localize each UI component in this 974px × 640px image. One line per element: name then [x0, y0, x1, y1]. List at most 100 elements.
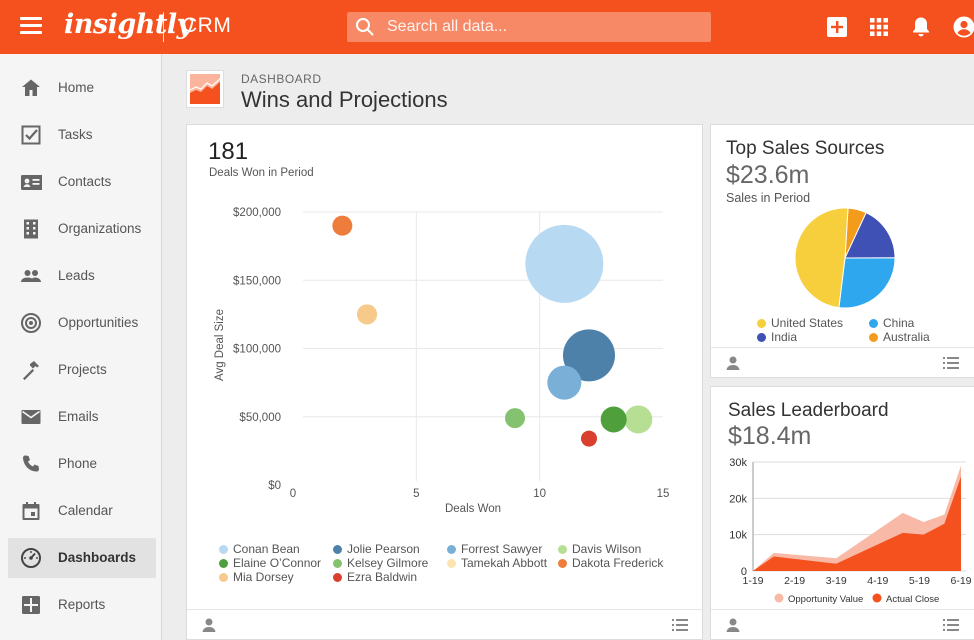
y-tick-label: 30k — [729, 457, 747, 469]
legend-swatch — [757, 333, 766, 342]
legend-item[interactable]: Kelsey Gilmore — [333, 556, 428, 570]
legend-swatch — [333, 559, 342, 568]
y-tick-label: 20k — [729, 493, 747, 505]
card-footer — [187, 609, 702, 639]
legend-item[interactable]: Mia Dorsey — [219, 570, 294, 584]
target-icon — [21, 313, 41, 333]
y-tick-label: $200,000 — [233, 207, 281, 219]
sidebar: Home Tasks Contacts Organizations Leads … — [0, 54, 162, 640]
sidebar-item-label: Dashboards — [58, 550, 137, 565]
legend-item[interactable]: Forrest Sawyer — [447, 542, 542, 556]
legend-swatch — [333, 545, 342, 554]
legend-swatch — [869, 319, 878, 328]
x-tick-label: 1-19 — [742, 575, 763, 587]
list-view-icon[interactable] — [943, 619, 959, 631]
x-tick-label: 5-19 — [909, 575, 930, 587]
legend-label: Elaine O’Connor — [233, 556, 322, 570]
sidebar-item-organizations[interactable]: Organizations — [8, 209, 156, 249]
sidebar-item-dashboards[interactable]: Dashboards — [8, 538, 156, 578]
y-tick-label: 0 — [741, 566, 747, 578]
legend-label: Kelsey Gilmore — [347, 556, 429, 570]
user-icon[interactable] — [201, 617, 217, 633]
legend-item[interactable]: China — [869, 316, 914, 330]
sales-label: Sales in Period — [726, 191, 811, 205]
x-tick-label: 5 — [413, 488, 419, 500]
search-input[interactable] — [387, 12, 697, 42]
legend-swatch — [757, 319, 766, 328]
hamburger-menu-icon[interactable] — [20, 17, 42, 35]
list-view-icon[interactable] — [943, 357, 959, 369]
bubble — [332, 215, 353, 236]
legend-item[interactable]: India — [757, 330, 797, 344]
sidebar-item-calendar[interactable]: Calendar — [8, 491, 156, 531]
legend-label: Actual Close — [886, 594, 939, 605]
legend-swatch — [872, 593, 882, 603]
sidebar-item-opportunities[interactable]: Opportunities — [8, 303, 156, 343]
checkbox-icon — [21, 125, 41, 145]
y-tick-label: $100,000 — [233, 344, 281, 356]
x-tick-label: 10 — [533, 488, 546, 500]
legend-swatch — [447, 545, 456, 554]
sidebar-item-home[interactable]: Home — [8, 68, 156, 108]
legend-item[interactable]: Australia — [869, 330, 930, 344]
sidebar-item-projects[interactable]: Projects — [8, 350, 156, 390]
bubble-chart: $0 $50,000 $100,000 $150,000 $200,000 0 5 10 15 D… — [214, 207, 670, 515]
legend-item[interactable]: Ezra Baldwin — [333, 570, 417, 584]
x-tick-label: 2-19 — [784, 575, 805, 587]
phone-icon — [23, 455, 39, 472]
bubble — [581, 430, 597, 447]
envelope-icon — [21, 410, 41, 424]
legend-swatch — [558, 545, 567, 554]
legend-swatch — [219, 559, 228, 568]
contact-card-icon — [21, 175, 42, 190]
legend-item[interactable]: Conan Bean — [219, 542, 300, 556]
user-icon[interactable] — [725, 355, 741, 371]
legend-label: Ezra Baldwin — [347, 570, 418, 584]
account-avatar-icon[interactable] — [952, 15, 974, 39]
legend-item[interactable]: Elaine O’Connor — [219, 556, 321, 570]
legend-label: Tamekah Abbott — [461, 556, 548, 570]
app-logo[interactable]: insightly — [64, 9, 192, 40]
sidebar-item-reports[interactable]: Reports — [8, 585, 156, 625]
legend-item[interactable]: Dakota Frederick — [558, 556, 663, 570]
sidebar-item-label: Phone — [58, 456, 98, 471]
notifications-bell-icon[interactable] — [909, 15, 933, 39]
top-bar: insightly CRM — [0, 0, 974, 54]
legend-swatch — [333, 573, 342, 582]
legend-item[interactable]: Davis Wilson — [558, 542, 641, 556]
legend-item[interactable]: Tamekah Abbott — [447, 556, 547, 570]
x-tick-label: 15 — [657, 488, 670, 500]
sidebar-item-label: Home — [58, 80, 95, 95]
sidebar-item-leads[interactable]: Leads — [8, 256, 156, 296]
user-icon[interactable] — [725, 617, 741, 633]
deals-won-label: Deals Won in Period — [209, 167, 314, 179]
apps-grid-icon[interactable] — [867, 15, 891, 39]
hammer-icon — [23, 361, 39, 381]
sidebar-item-phone[interactable]: Phone — [8, 444, 156, 484]
calendar-icon — [22, 502, 40, 520]
sidebar-item-label: Contacts — [58, 174, 112, 189]
area-chart: 0 10k 20k 30k 1-19 2-19 3-19 4-19 5-19 6-19 Opport… — [729, 457, 971, 605]
sidebar-item-tasks[interactable]: Tasks — [8, 115, 156, 155]
y-tick-label: $150,000 — [233, 275, 281, 287]
sidebar-item-label: Organizations — [58, 221, 142, 236]
app-name[interactable]: CRM — [182, 14, 232, 37]
add-icon[interactable] — [825, 15, 849, 39]
sidebar-item-label: Calendar — [58, 503, 113, 518]
x-axis-label: Deals Won — [445, 503, 501, 515]
legend-swatch — [219, 573, 228, 582]
sidebar-item-contacts[interactable]: Contacts — [8, 162, 156, 202]
list-view-icon[interactable] — [672, 619, 688, 631]
y-axis-label: Avg Deal Size — [214, 309, 226, 381]
search-box[interactable] — [347, 12, 711, 42]
legend-item[interactable]: Jolie Pearson — [333, 542, 420, 556]
legend-swatch — [219, 545, 228, 554]
legend-label: China — [883, 316, 915, 330]
legend-item[interactable]: United States — [757, 316, 843, 330]
search-icon — [356, 18, 374, 36]
legend-swatch — [774, 593, 784, 603]
sidebar-item-emails[interactable]: Emails — [8, 397, 156, 437]
y-tick-label: $0 — [268, 480, 281, 492]
legend-label: Dakota Frederick — [572, 556, 664, 570]
breadcrumb[interactable]: DASHBOARD — [241, 72, 322, 86]
